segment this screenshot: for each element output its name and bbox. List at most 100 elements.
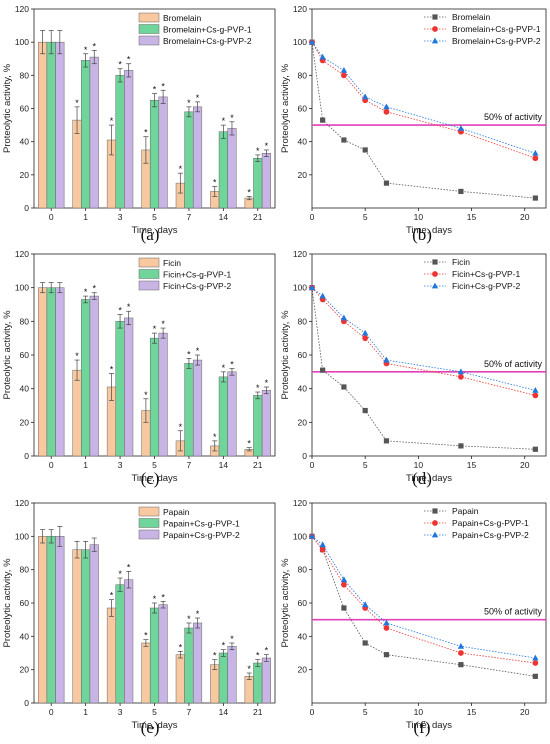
significance-marker: * — [230, 359, 234, 369]
y-tick-label: 120 — [293, 249, 307, 259]
data-point — [532, 149, 539, 156]
data-point — [340, 66, 348, 73]
series-triangle — [308, 38, 539, 156]
x-tick-label: 0 — [310, 460, 315, 470]
data-point — [362, 640, 368, 646]
bar — [158, 604, 168, 704]
bar — [192, 106, 203, 209]
data-point — [341, 605, 347, 611]
y-tick-label: 20 — [298, 417, 308, 427]
x-tick-label: 1 — [83, 212, 88, 222]
data-point — [362, 147, 368, 153]
x-tick-label: 15 — [467, 460, 477, 470]
y-tick-label: 120 — [293, 4, 307, 14]
x-tick-label: 5 — [363, 707, 368, 717]
bar — [218, 652, 228, 704]
y-tick-label: 120 — [293, 498, 307, 508]
x-tick-label: 5 — [363, 212, 368, 222]
significance-marker: * — [247, 664, 251, 674]
y-tick-label: 40 — [20, 137, 30, 147]
significance-marker: * — [187, 614, 191, 624]
significance-marker: * — [127, 55, 131, 65]
x-axis-label: Time, days — [131, 225, 177, 236]
panel-label: (f) — [414, 718, 431, 737]
panel-label: (d) — [412, 469, 432, 488]
y-tick-label: 60 — [298, 350, 308, 360]
x-tick-label: 0 — [310, 707, 315, 717]
x-tick-label: 20 — [520, 707, 530, 717]
y-tick-label: 120 — [15, 498, 29, 508]
bar — [141, 642, 151, 704]
data-point — [432, 26, 438, 32]
y-tick-label: 40 — [20, 631, 30, 641]
bar — [38, 41, 48, 209]
significance-marker: * — [84, 287, 88, 297]
data-point — [383, 103, 390, 110]
bar — [72, 369, 82, 457]
data-point — [319, 53, 326, 60]
bar — [184, 111, 194, 209]
significance-marker: * — [110, 116, 114, 126]
significance-marker: * — [256, 383, 260, 393]
bar — [81, 60, 91, 209]
y-tick-label: 60 — [20, 598, 30, 608]
significance-marker: * — [187, 349, 191, 359]
bar — [55, 41, 65, 209]
x-axis-label: Time, days — [406, 225, 452, 236]
significance-marker: * — [265, 378, 269, 388]
data-point — [383, 356, 390, 363]
bar — [115, 75, 125, 209]
y-tick-label: 100 — [15, 531, 29, 541]
data-point — [319, 546, 326, 553]
bar — [46, 536, 56, 704]
bar — [227, 371, 237, 457]
significance-marker: * — [144, 128, 148, 138]
x-tick-label: 14 — [219, 460, 229, 470]
y-tick-label: 20 — [20, 417, 30, 427]
legend-label: Ficin+Cs-g-PVP-1 — [163, 270, 232, 280]
bar — [81, 299, 91, 457]
bar — [149, 607, 160, 704]
x-tick-label: 20 — [520, 460, 530, 470]
y-axis-label: Proteolytic activity, % — [2, 63, 13, 153]
x-tick-label: 3 — [118, 460, 123, 470]
data-point — [341, 384, 347, 390]
x-tick-label: 14 — [219, 212, 229, 222]
significance-marker: * — [179, 642, 183, 652]
bar — [158, 96, 168, 209]
y-tick-label: 20 — [298, 170, 308, 180]
data-point — [458, 650, 464, 656]
significance-marker: * — [213, 177, 217, 187]
legend-label: Bromelain+Cs-g-PVP-1 — [452, 24, 541, 34]
data-point — [341, 137, 347, 143]
legend-label: Bromelain+Cs-g-PVP-2 — [452, 36, 541, 46]
x-tick-label: 10 — [414, 460, 424, 470]
data-point — [361, 601, 369, 608]
significance-marker: * — [110, 365, 114, 375]
legend-label: Bromelain — [163, 13, 202, 23]
legend-swatch — [138, 24, 160, 34]
series-line — [311, 535, 536, 659]
significance-marker: * — [144, 631, 148, 641]
legend-label: Bromelain — [452, 12, 491, 22]
bar — [89, 295, 99, 457]
y-axis-label: Proteolytic activity, % — [280, 558, 291, 648]
legend-swatch — [138, 12, 160, 23]
legend-label: Papain+Cs-g-PVP-1 — [163, 519, 240, 529]
significance-marker: * — [144, 390, 148, 400]
significance-marker: * — [222, 116, 226, 126]
significance-marker: * — [230, 634, 234, 644]
y-tick-label: 100 — [293, 283, 307, 293]
data-point — [458, 188, 464, 195]
significance-marker: * — [161, 592, 165, 602]
data-point — [361, 93, 369, 100]
x-axis-label: Time, days — [406, 473, 452, 484]
significance-marker: * — [179, 164, 183, 174]
bar — [253, 662, 263, 704]
y-tick-label: 80 — [298, 70, 308, 80]
significance-marker: * — [179, 422, 183, 432]
significance-marker: * — [92, 41, 96, 51]
x-tick-label: 0 — [49, 707, 54, 717]
x-axis-label: Time, days — [131, 473, 177, 484]
bar — [261, 657, 271, 704]
